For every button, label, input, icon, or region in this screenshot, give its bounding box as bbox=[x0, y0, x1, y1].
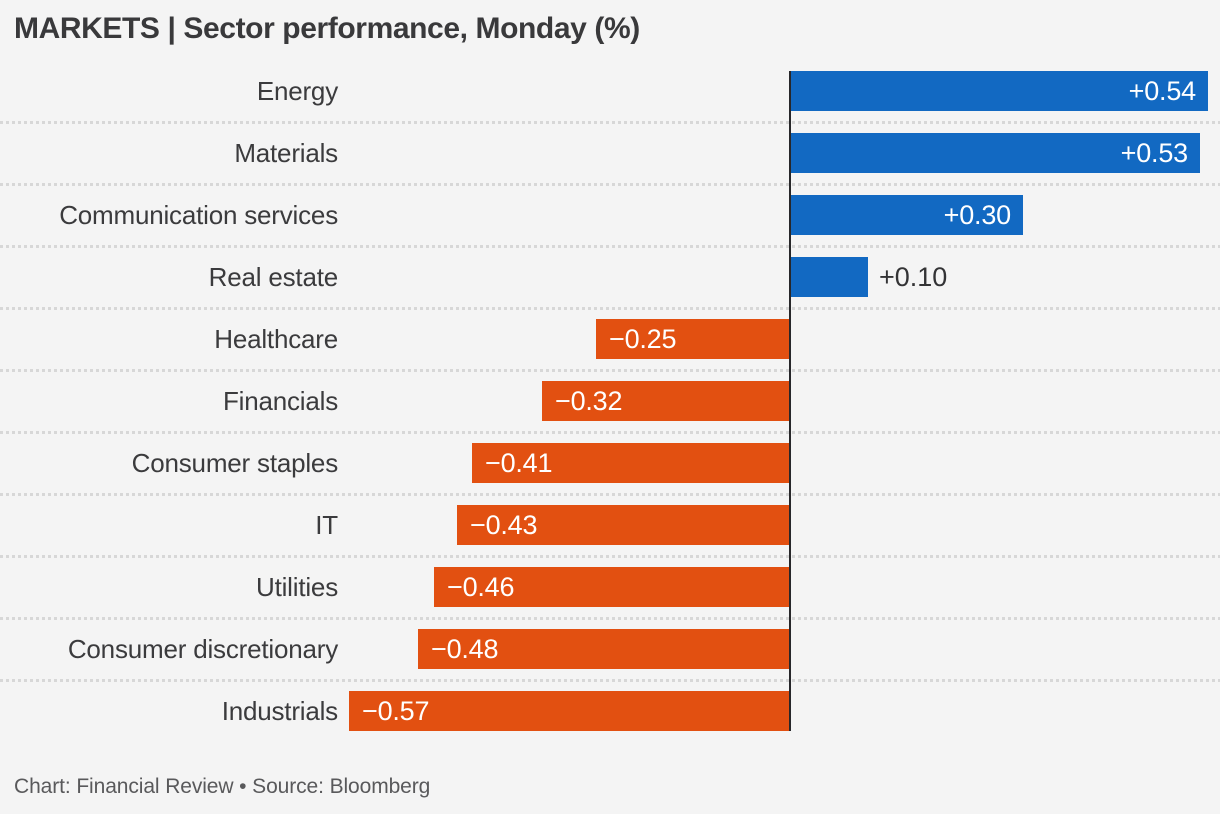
bar-industrials: −0.57 bbox=[349, 691, 789, 731]
gridline bbox=[0, 555, 1220, 558]
value-label: −0.32 bbox=[555, 385, 623, 416]
gridline bbox=[0, 617, 1220, 620]
chart-row: Industrials −0.57 bbox=[0, 680, 1220, 742]
chart-title: MARKETS | Sector performance, Monday (%) bbox=[14, 12, 640, 45]
bar-real-estate bbox=[791, 257, 868, 297]
bar-communication-services: +0.30 bbox=[791, 195, 1023, 235]
bar-financials: −0.32 bbox=[542, 381, 789, 421]
category-label: IT bbox=[315, 510, 338, 540]
bar-it: −0.43 bbox=[457, 505, 789, 545]
bar-healthcare: −0.25 bbox=[596, 319, 789, 359]
category-label: Industrials bbox=[221, 696, 339, 726]
bar-consumer-discretionary: −0.48 bbox=[418, 629, 789, 669]
gridline bbox=[0, 369, 1220, 372]
plot-area: Energy +0.54 Materials +0.53 Communication s… bbox=[0, 60, 1220, 742]
category-label: Materials bbox=[234, 138, 338, 168]
value-label: −0.25 bbox=[609, 323, 677, 354]
chart-row: Materials +0.53 bbox=[0, 122, 1220, 184]
value-label: −0.48 bbox=[431, 633, 499, 664]
bar-energy: +0.54 bbox=[791, 71, 1208, 111]
value-label: −0.46 bbox=[447, 571, 515, 602]
gridline bbox=[0, 121, 1220, 124]
gridline bbox=[0, 493, 1220, 496]
gridline bbox=[0, 183, 1220, 186]
chart-row: Consumer discretionary −0.48 bbox=[0, 618, 1220, 680]
chart-row: IT −0.43 bbox=[0, 494, 1220, 556]
chart-row: Healthcare −0.25 bbox=[0, 308, 1220, 370]
source-attribution: Chart: Financial Review • Source: Bloomb… bbox=[14, 775, 431, 798]
category-label: Energy bbox=[256, 76, 338, 106]
gridline bbox=[0, 307, 1220, 310]
bar-utilities: −0.46 bbox=[434, 567, 789, 607]
chart-row: Financials −0.32 bbox=[0, 370, 1220, 432]
value-label: +0.53 bbox=[1120, 137, 1189, 168]
zero-axis-line bbox=[789, 71, 791, 731]
value-label: +0.54 bbox=[1128, 75, 1197, 106]
chart-row: Communication services +0.30 bbox=[0, 184, 1220, 246]
category-label: Consumer staples bbox=[131, 448, 339, 478]
category-label: Consumer discretionary bbox=[67, 634, 338, 664]
chart-row: Consumer staples −0.41 bbox=[0, 432, 1220, 494]
value-label: +0.30 bbox=[943, 199, 1012, 230]
gridline bbox=[0, 245, 1220, 248]
chart-row: Utilities −0.46 bbox=[0, 556, 1220, 618]
category-label: Communication services bbox=[59, 200, 338, 230]
value-label: −0.43 bbox=[470, 509, 538, 540]
category-label: Healthcare bbox=[214, 324, 338, 354]
category-label: Real estate bbox=[208, 262, 339, 292]
category-label: Financials bbox=[222, 386, 338, 416]
value-label: −0.57 bbox=[362, 695, 430, 726]
value-label: −0.41 bbox=[485, 447, 553, 478]
chart-row: Real estate +0.10 bbox=[0, 246, 1220, 308]
category-label: Utilities bbox=[256, 572, 338, 602]
gridline bbox=[0, 431, 1220, 434]
bar-materials: +0.53 bbox=[791, 133, 1200, 173]
bar-consumer-staples: −0.41 bbox=[472, 443, 789, 483]
value-label: +0.10 bbox=[879, 262, 948, 292]
chart-row: Energy +0.54 bbox=[0, 60, 1220, 122]
gridline bbox=[0, 679, 1220, 682]
